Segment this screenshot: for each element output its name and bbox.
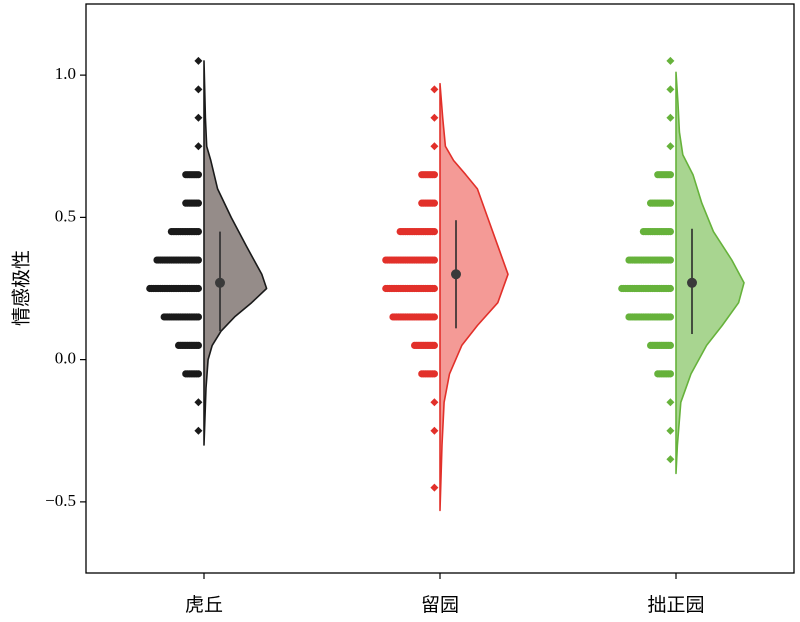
- data-point: [647, 341, 655, 349]
- series-2: [382, 82, 509, 512]
- data-point: [666, 142, 675, 151]
- x-tick-label: 虎丘: [185, 594, 223, 616]
- data-point: [418, 171, 426, 179]
- data-point: [666, 455, 675, 464]
- data-point: [411, 341, 419, 349]
- y-tick-label: 0.5: [55, 206, 76, 225]
- data-point: [647, 199, 655, 207]
- data-point: [625, 256, 633, 264]
- data-point: [666, 56, 675, 65]
- data-point: [396, 228, 404, 236]
- data-point: [430, 113, 439, 122]
- data-point: [666, 113, 675, 122]
- data-point: [153, 256, 161, 264]
- data-point: [418, 199, 426, 207]
- data-point: [194, 56, 203, 65]
- series-3: [618, 56, 745, 475]
- y-tick-label: −0.5: [45, 491, 76, 510]
- data-point: [182, 370, 190, 378]
- series-1: [146, 56, 268, 446]
- density-cloud: [439, 82, 509, 512]
- density-cloud: [203, 60, 268, 446]
- x-axis: 虎丘 留园 拙正园: [185, 573, 705, 616]
- data-point: [430, 398, 439, 407]
- data-point: [160, 313, 168, 321]
- y-axis-title: 情感极性: [11, 250, 33, 326]
- y-tick-label: 0.0: [55, 349, 76, 368]
- x-tick-label: 留园: [421, 594, 459, 616]
- y-axis: −0.5 0.0 0.5 1.0: [45, 64, 86, 510]
- cloud-layer: [146, 56, 745, 512]
- data-point: [639, 228, 648, 236]
- data-point: [654, 370, 662, 378]
- data-point: [194, 113, 203, 122]
- data-point: [618, 284, 626, 293]
- median-marker: [451, 269, 461, 280]
- data-point: [194, 85, 203, 94]
- y-tick-label: 1.0: [55, 64, 76, 83]
- median-marker: [215, 277, 225, 288]
- data-point: [625, 313, 633, 321]
- density-cloud: [675, 71, 745, 475]
- data-point: [666, 85, 675, 94]
- data-point: [430, 426, 439, 435]
- data-point: [430, 142, 439, 151]
- data-point: [666, 398, 675, 407]
- data-point: [382, 284, 390, 293]
- data-point: [175, 341, 183, 349]
- data-point: [666, 426, 675, 435]
- data-point: [194, 398, 203, 407]
- data-point: [167, 228, 175, 236]
- data-point: [194, 142, 203, 151]
- data-point: [430, 483, 439, 492]
- data-point: [418, 370, 426, 378]
- data-point: [146, 284, 154, 293]
- data-point: [430, 85, 439, 94]
- data-point: [182, 199, 190, 207]
- data-point: [182, 171, 190, 179]
- x-tick-label: 拙正园: [647, 594, 704, 616]
- data-point: [382, 256, 390, 264]
- median-marker: [687, 277, 697, 288]
- data-point: [654, 171, 662, 179]
- data-point: [389, 313, 397, 321]
- data-point: [194, 426, 203, 435]
